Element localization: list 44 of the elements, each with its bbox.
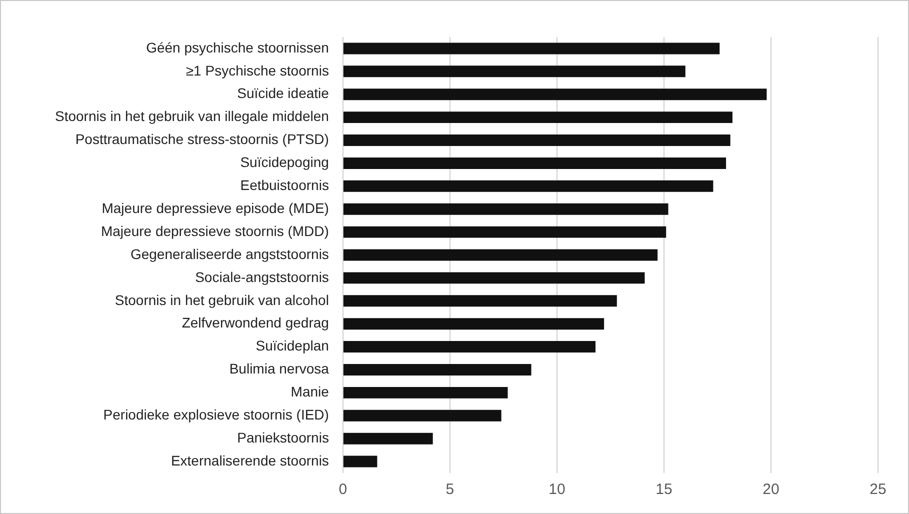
bar [343, 272, 645, 284]
y-tick-label: Majeure depressieve episode (MDE) [102, 200, 329, 216]
bar [343, 203, 668, 215]
bar [343, 226, 666, 238]
y-tick-label: Gegeneraliseerde angststoornis [130, 246, 329, 262]
bar [343, 364, 532, 376]
y-tick-label: Suïcidepoging [240, 154, 329, 170]
y-tick-label: Géén psychische stoornissen [146, 39, 329, 56]
y-tick-label: Zelfverwondend gedrag [182, 314, 329, 331]
y-tick-label: Bulimia nervosa [229, 360, 330, 377]
bar [343, 88, 767, 100]
x-tick-label: 25 [870, 481, 886, 498]
bar [343, 318, 604, 330]
y-tick-label: Majeure depressieve stoornis (MDD) [100, 222, 329, 239]
bar [343, 112, 732, 124]
bar [343, 295, 617, 307]
y-tick-label: Stoornis in het gebruik van alcohol [114, 292, 329, 308]
x-tick-label: 10 [548, 481, 566, 498]
x-tick-label: 0 [338, 481, 348, 498]
bar [343, 42, 720, 54]
bar [343, 66, 686, 78]
bar [343, 456, 378, 468]
bar [343, 134, 730, 146]
y-tick-label: Manie [290, 384, 330, 400]
y-tick-label: Stoornis in het gebruik van illegale middelen [54, 108, 329, 124]
y-tick-label: ≥1 Psychische stoornis [186, 62, 329, 78]
y-tick-label: Periodieke explosieve stoornis (IED) [103, 406, 329, 422]
y-tick-label: Suïcideplan [256, 338, 329, 354]
bar [343, 249, 658, 261]
x-tick-label: 15 [656, 481, 672, 498]
y-tick-label: Sociale-angststoornis [195, 268, 329, 285]
bar [343, 410, 502, 422]
y-tick-label: Externaliserende stoornis [170, 452, 329, 468]
y-tick-label: Eetbuistoornis [240, 177, 329, 194]
y-tick-label: Posttraumatische stress-stoornis (PTSD) [75, 131, 329, 148]
y-tick-label: Paniekstoornis [237, 429, 329, 446]
x-tick-label: 5 [446, 481, 454, 498]
bar [343, 341, 596, 353]
bar [343, 157, 726, 169]
bar [343, 386, 508, 398]
bar [343, 180, 714, 192]
x-tick-label: 20 [762, 481, 780, 498]
bar [343, 432, 433, 444]
y-tick-label: Suïcide ideatie [237, 85, 330, 102]
